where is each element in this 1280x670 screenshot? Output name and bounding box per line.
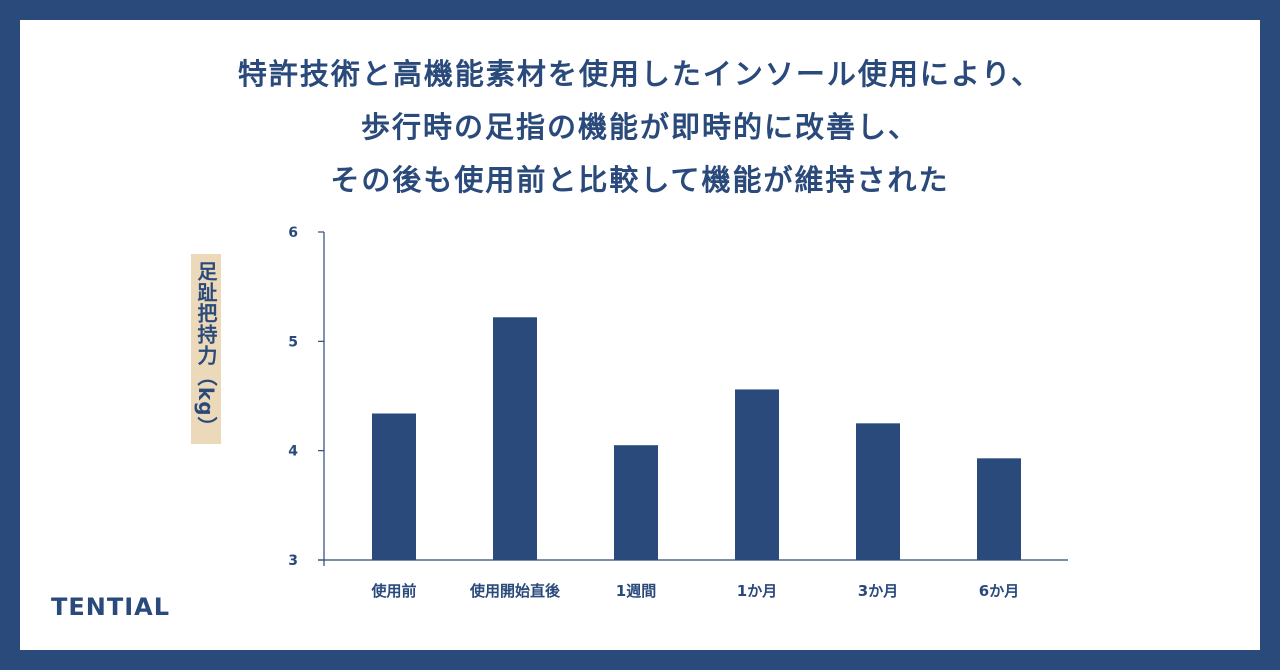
y-tick-label: 3	[288, 553, 298, 569]
bar	[735, 389, 779, 560]
x-category-label: 使用開始直後	[469, 582, 561, 600]
y-tick-label: 4	[288, 444, 298, 460]
x-category-label: 6か月	[979, 582, 1019, 600]
headline-line-2: 歩行時の足指の機能が即時的に改善し、	[360, 110, 919, 144]
bar	[977, 458, 1021, 560]
x-category-label: 使用前	[370, 582, 416, 600]
y-tick-label: 5	[288, 334, 298, 350]
bar	[493, 317, 537, 560]
headline: 特許技術と高機能素材を使用したインソール使用により、 歩行時の足指の機能が即時的…	[20, 48, 1260, 207]
x-category-label: 1か月	[737, 582, 777, 600]
bar	[614, 445, 658, 560]
bar	[372, 413, 416, 560]
x-category-label: 1週間	[616, 582, 656, 600]
headline-line-3: その後も使用前と比較して機能が維持された	[330, 163, 950, 197]
bar	[856, 423, 900, 560]
y-tick-label: 6	[288, 225, 298, 241]
headline-line-1: 特許技術と高機能素材を使用したインソール使用により、	[237, 57, 1043, 91]
y-axis-label: 足趾把持力（kg）	[191, 254, 221, 444]
x-category-label: 3か月	[858, 582, 898, 600]
brand-logo-text: TENTIAL	[51, 593, 171, 621]
